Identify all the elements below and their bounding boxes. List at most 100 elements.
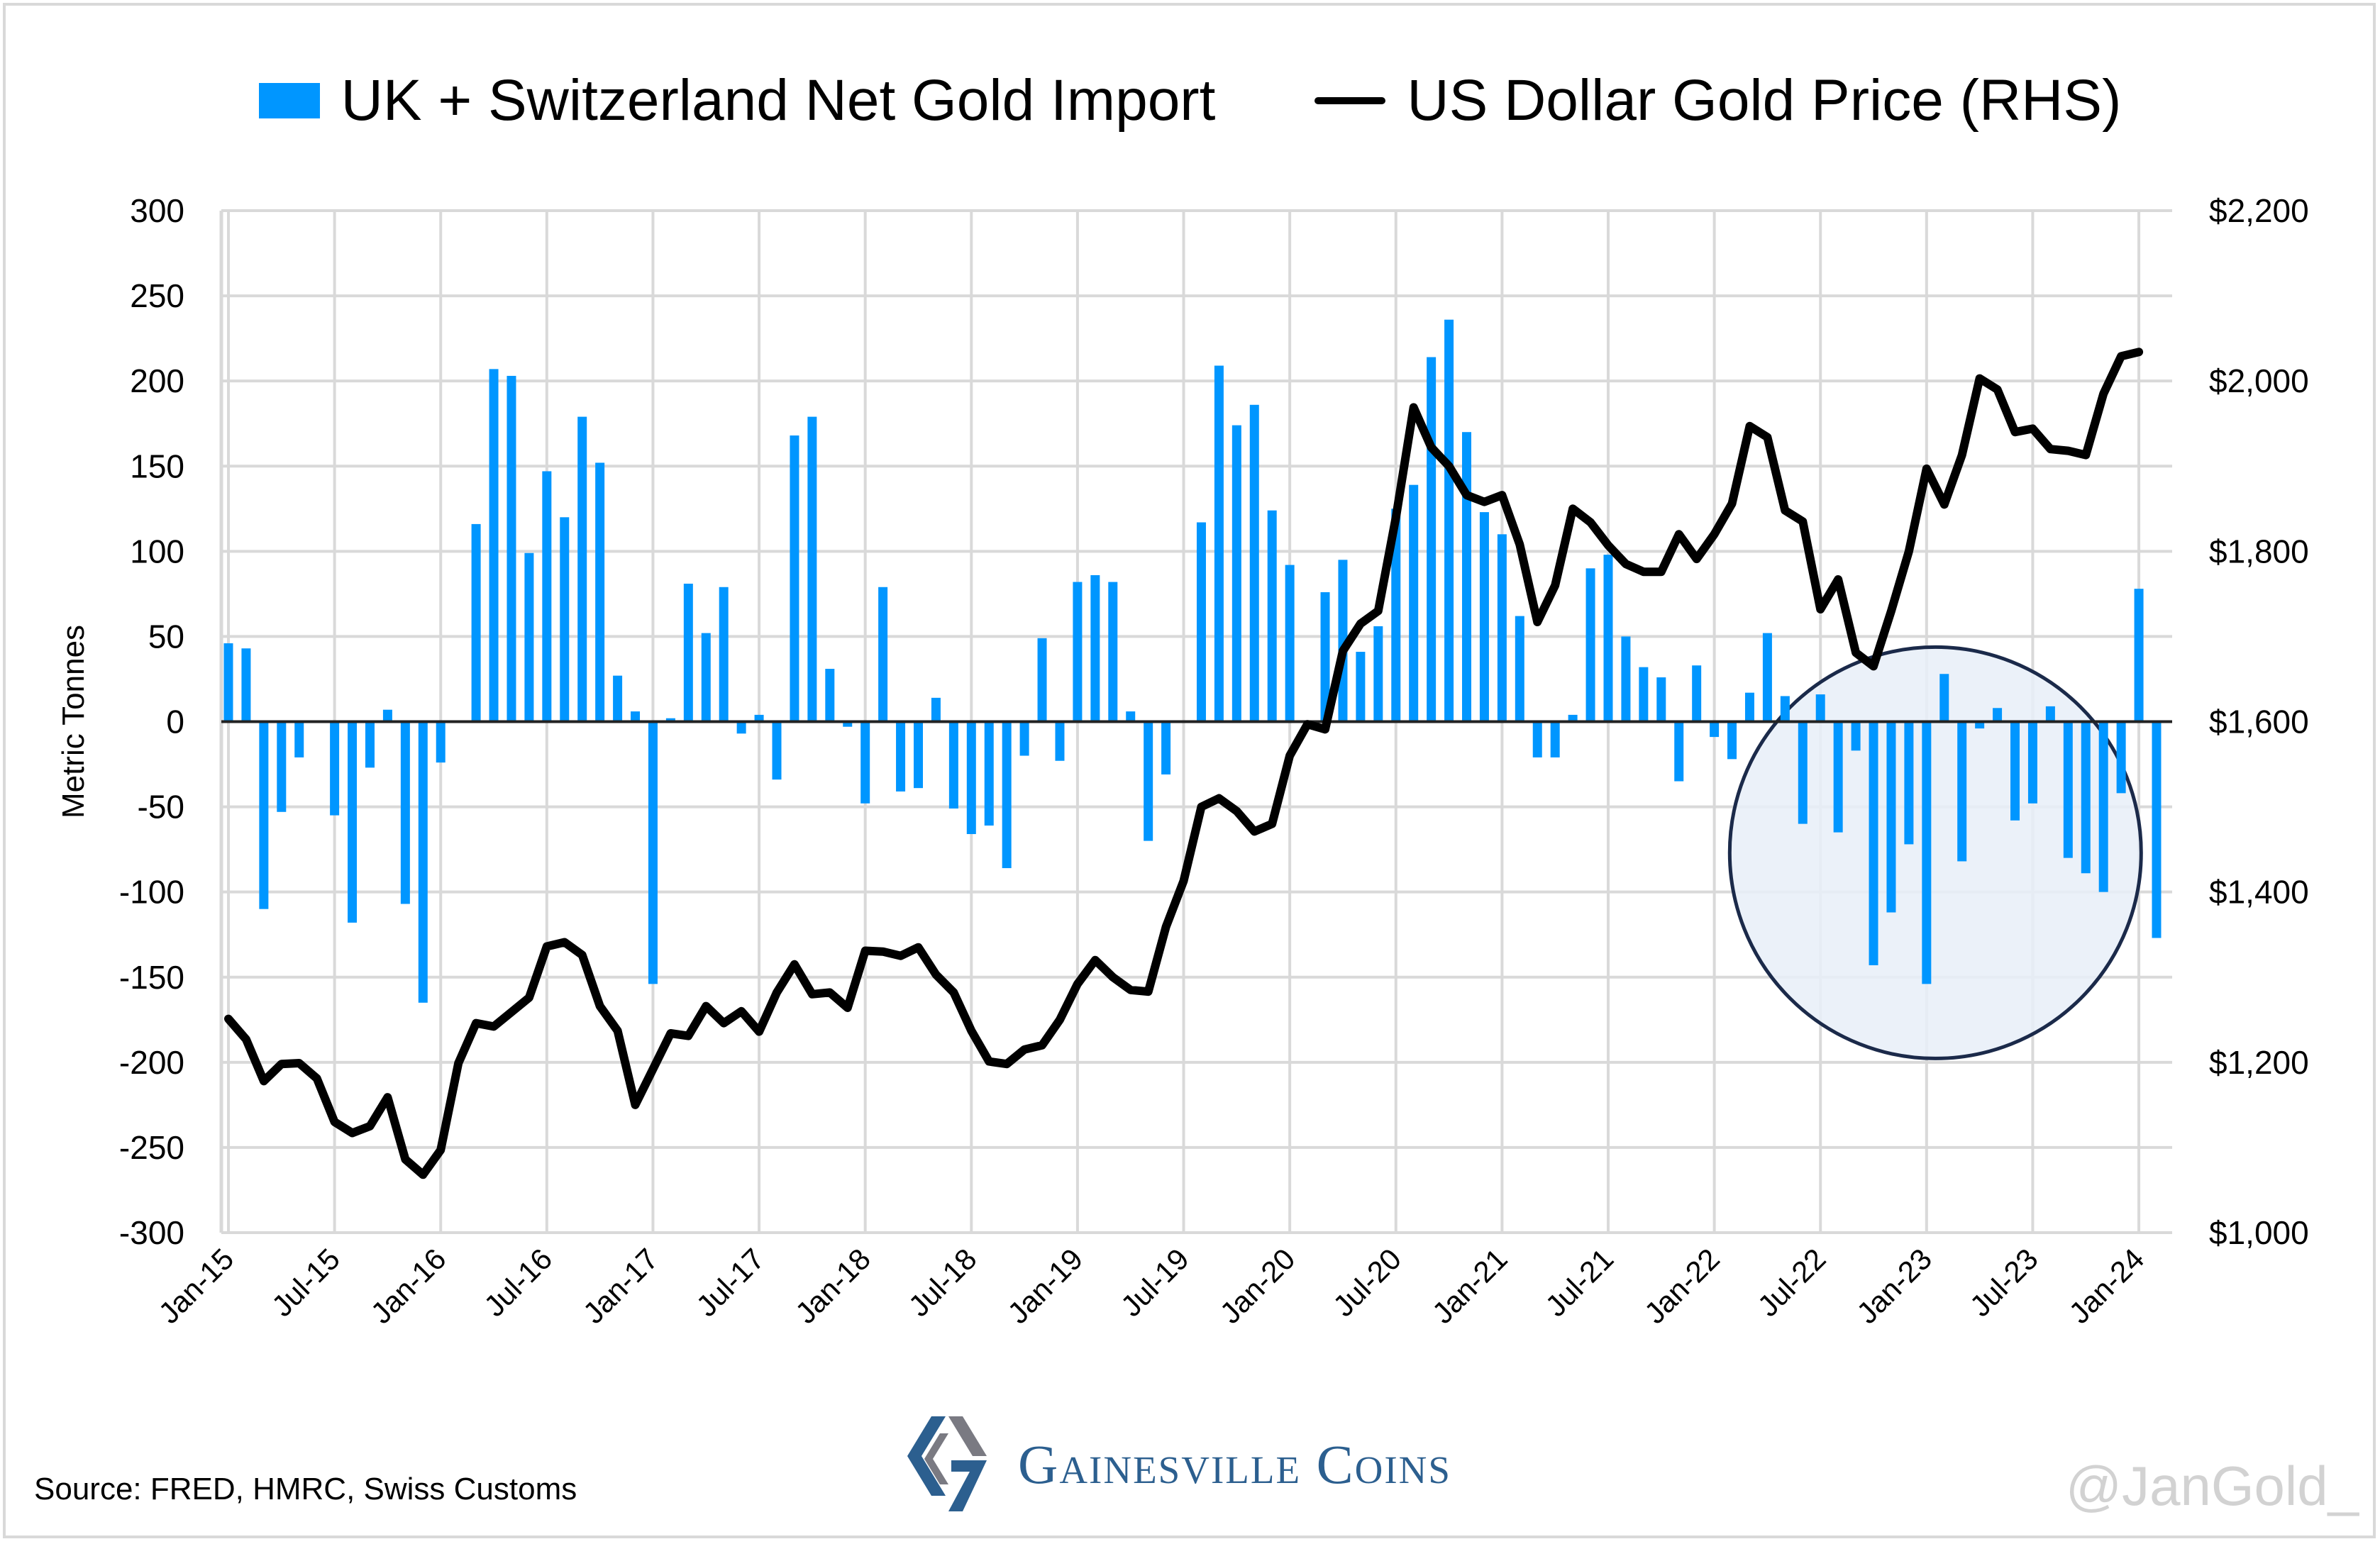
bar (1727, 721, 1737, 760)
bar (489, 369, 499, 722)
bar (1851, 721, 1861, 751)
bar (577, 416, 587, 722)
x-tick-label: Jan-18 (789, 1242, 877, 1330)
x-tick-label: Jan-22 (1638, 1242, 1726, 1330)
x-tick-label: Jul-19 (1114, 1242, 1195, 1323)
bar (948, 721, 958, 809)
bar (701, 633, 711, 722)
x-tick-label: Jul-17 (690, 1242, 770, 1323)
legend-swatch-line (1314, 97, 1386, 104)
y-tick-label: 150 (130, 448, 184, 484)
bar (1975, 721, 1985, 729)
bar (524, 552, 534, 722)
bar (896, 721, 906, 792)
y-tick-label: -200 (119, 1044, 184, 1081)
bar (2063, 721, 2073, 858)
bar (1515, 616, 1524, 722)
bar (1532, 721, 1542, 757)
bar (1249, 404, 1259, 722)
bar (1833, 721, 1843, 833)
bar (1126, 711, 1136, 722)
bar (1462, 432, 1472, 722)
y-tick-label: 200 (130, 362, 184, 399)
bar (241, 648, 251, 722)
bar (1391, 509, 1401, 722)
x-tick-label: Jan-20 (1213, 1242, 1301, 1330)
bar (843, 721, 853, 727)
bar (507, 375, 516, 722)
bar (400, 721, 410, 904)
bar (2134, 589, 2144, 722)
y-tick-label: 50 (148, 618, 184, 655)
bar (2081, 721, 2091, 874)
brand-name: Gainesville Coins (1018, 1433, 1451, 1495)
bar (719, 587, 729, 722)
bar (772, 721, 782, 780)
bar (471, 523, 481, 722)
bar (1922, 721, 1932, 984)
bar (2010, 721, 2020, 821)
bar (1002, 721, 1012, 869)
author-watermark: @JanGold_ (2065, 1455, 2359, 1517)
y2-tick-label: $1,000 (2209, 1214, 2309, 1251)
bar (1744, 692, 1754, 722)
bar (2152, 721, 2162, 938)
bar (223, 643, 233, 722)
y-tick-label: 300 (130, 192, 184, 229)
y-tick-label: -150 (119, 959, 184, 996)
bar (382, 709, 392, 722)
bar (436, 721, 445, 763)
bar (1019, 721, 1029, 756)
x-tick-label: Jan-16 (365, 1242, 453, 1330)
bar (1762, 633, 1772, 722)
bar (1320, 592, 1330, 722)
y-tick-label: 250 (130, 277, 184, 314)
bar (365, 721, 375, 768)
bar (825, 669, 835, 722)
bar (1196, 522, 1206, 722)
bar (294, 721, 304, 757)
bar (1144, 721, 1153, 841)
bar (1444, 319, 1454, 722)
bar (330, 721, 340, 816)
x-tick-label: Jan-15 (152, 1242, 240, 1330)
bar (1231, 425, 1241, 722)
x-tick-label: Jul-22 (1751, 1242, 1832, 1323)
bar (790, 435, 799, 722)
x-tick-label: Jan-21 (1426, 1242, 1514, 1330)
bar (1568, 714, 1578, 722)
bar (878, 587, 888, 722)
bar (2116, 721, 2126, 794)
y2-tick-label: $1,200 (2209, 1044, 2309, 1081)
bar (613, 675, 623, 722)
brand-logo: Gainesville Coins (904, 1415, 1451, 1514)
bar (1267, 510, 1277, 722)
x-tick-label: Jul-15 (265, 1242, 346, 1323)
bar (1409, 484, 1419, 722)
bar (1585, 568, 1595, 722)
bar (418, 721, 428, 1003)
bar (1869, 721, 1878, 965)
y2-tick-label: $1,400 (2209, 874, 2309, 911)
bar (966, 721, 976, 835)
y-tick-label: 0 (166, 704, 184, 740)
bar (2027, 721, 2037, 804)
x-tick-label: Jul-16 (477, 1242, 558, 1323)
y-tick-label: 100 (130, 533, 184, 570)
bar (807, 416, 817, 722)
bar (1037, 638, 1047, 722)
bar (1214, 365, 1224, 722)
bar (1639, 667, 1649, 722)
bar (1993, 708, 2003, 722)
legend-swatch-bar (258, 83, 320, 118)
bar (595, 462, 605, 722)
y-tick-label: -300 (119, 1214, 184, 1251)
x-tick-label: Jul-18 (902, 1242, 983, 1323)
bar (1073, 582, 1083, 722)
bar (1710, 721, 1720, 738)
bar (1621, 636, 1631, 722)
x-tick-label: Jan-17 (577, 1242, 665, 1330)
y2-tick-label: $2,000 (2209, 362, 2309, 399)
legend-item-gold-price: US Dollar Gold Price (RHS) (1314, 67, 2121, 134)
bar (1356, 652, 1366, 722)
